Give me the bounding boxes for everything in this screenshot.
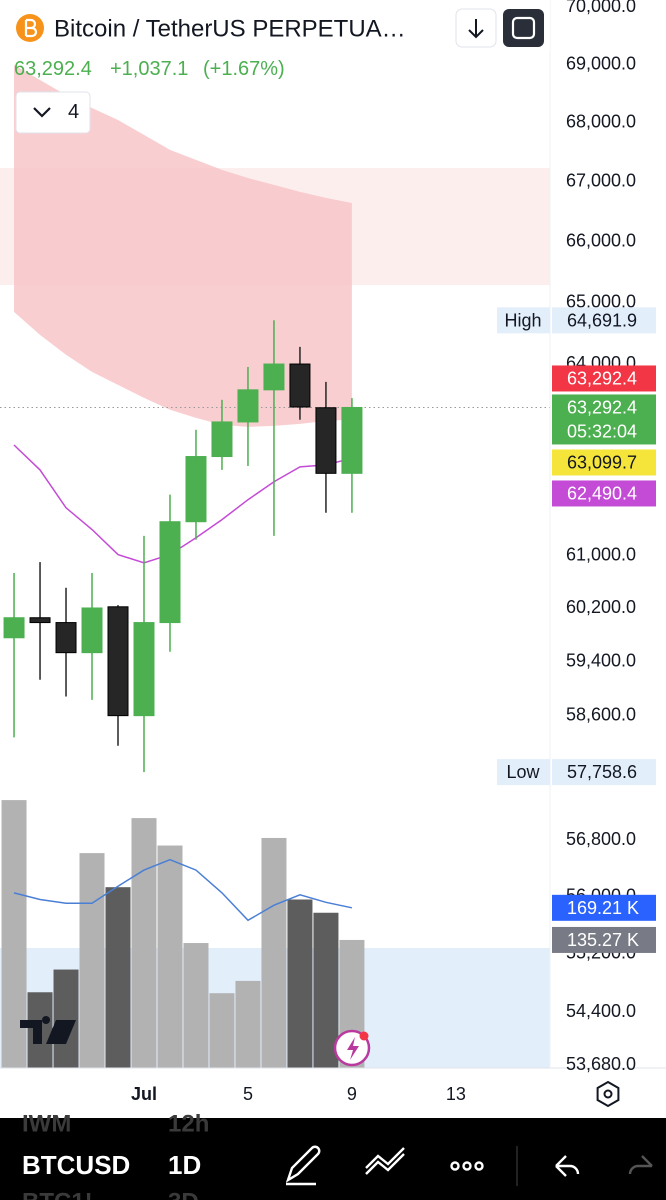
chevron-icon bbox=[33, 107, 51, 118]
y-tick-label: 58,600.0 bbox=[566, 704, 636, 724]
y-tick-label: 70,000.0 bbox=[566, 0, 636, 16]
more-icon[interactable] bbox=[450, 1161, 484, 1171]
last-price-tag-bg bbox=[552, 394, 656, 445]
ma-line bbox=[13, 444, 353, 564]
cloud-tag: 63,099.7 bbox=[567, 452, 637, 472]
indicator-count: 4 bbox=[68, 101, 79, 123]
redo-icon[interactable] bbox=[628, 1155, 653, 1175]
down-arrow-icon bbox=[468, 19, 484, 39]
watchlist-item[interactable]: BTC1! bbox=[22, 1189, 93, 1200]
cloud-tag-bg bbox=[552, 449, 656, 476]
flash-icon bbox=[347, 1037, 359, 1060]
ma-tag: 62,490.4 bbox=[567, 483, 637, 503]
bar-countdown: 05:32:04 bbox=[567, 421, 637, 441]
extreme-name-bg bbox=[497, 759, 550, 786]
notification-dot bbox=[359, 1031, 369, 1041]
extreme-value-bg bbox=[552, 307, 656, 334]
coin-glyph bbox=[24, 18, 38, 38]
y-tick-label: 66,000.0 bbox=[566, 231, 636, 251]
extreme-name-bg bbox=[497, 307, 550, 334]
fullscreen-icon bbox=[511, 16, 536, 40]
volume-bar bbox=[105, 887, 131, 1068]
y-tick-label: 59,400.0 bbox=[566, 650, 636, 670]
indicators-icon[interactable] bbox=[365, 1147, 405, 1175]
settings-icon[interactable] bbox=[596, 1080, 620, 1108]
candle-body bbox=[107, 606, 129, 717]
candle-body bbox=[29, 617, 51, 624]
bid-price-tag: 63,292.4 bbox=[567, 368, 637, 388]
volume-ma-line bbox=[13, 858, 353, 922]
candle-body bbox=[315, 407, 337, 474]
fullscreen-button[interactable] bbox=[503, 9, 544, 47]
volume-bar bbox=[287, 899, 313, 1068]
volume-bar bbox=[209, 993, 235, 1068]
volume-bar bbox=[157, 845, 183, 1068]
indicators-toggle[interactable] bbox=[15, 91, 91, 134]
volume-bar bbox=[131, 818, 157, 1068]
symbol-title[interactable]: Bitcoin / TetherUS PERPETUA… bbox=[54, 16, 406, 43]
y-tick-label: 61,000.0 bbox=[566, 545, 636, 565]
ma-tag-bg bbox=[552, 480, 656, 507]
cloud-area bbox=[14, 65, 352, 427]
candle-body bbox=[3, 617, 25, 639]
volume-bar bbox=[235, 980, 261, 1068]
price-change-pct: (+1.67%) bbox=[203, 58, 285, 80]
candle-body bbox=[185, 456, 207, 523]
last-price: 63,292.4 bbox=[14, 58, 92, 80]
price-change: +1,037.1 bbox=[110, 58, 188, 80]
volume-bar bbox=[261, 837, 287, 1068]
volume-ma-tag: 169.21 K bbox=[567, 898, 639, 918]
tv-logo-dot bbox=[42, 1016, 50, 1024]
extreme-value: 64,691.9 bbox=[567, 310, 637, 330]
candle-body bbox=[133, 622, 155, 717]
x-tick-label: 5 bbox=[243, 1084, 253, 1104]
interval-item[interactable]: 3D bbox=[168, 1189, 199, 1200]
candle-body bbox=[289, 363, 311, 408]
x-tick-label: 13 bbox=[446, 1084, 466, 1104]
bid-price-tag-bg bbox=[552, 365, 656, 392]
y-tick-label: 69,000.0 bbox=[566, 53, 636, 73]
volume-tag: 135.27 K bbox=[567, 930, 639, 950]
time-axis: Jul 5 9 13 bbox=[131, 1084, 466, 1104]
volume-bar bbox=[53, 969, 79, 1068]
candle-body bbox=[263, 363, 285, 391]
extreme-name: High bbox=[504, 310, 541, 330]
candle-body bbox=[237, 389, 259, 423]
volume-tag-bg bbox=[552, 926, 656, 953]
y-tick-label: 56,800.0 bbox=[566, 829, 636, 849]
y-tick-label: 68,000.0 bbox=[566, 112, 636, 132]
extreme-value: 57,758.6 bbox=[567, 762, 637, 782]
candle-body bbox=[159, 521, 181, 624]
interval-item[interactable]: 12h bbox=[168, 1111, 209, 1138]
watchlist-item[interactable]: IWM bbox=[22, 1111, 71, 1138]
toolbar-interval[interactable]: 1D bbox=[168, 1150, 201, 1180]
candle-body bbox=[81, 607, 103, 654]
extreme-name: Low bbox=[506, 762, 540, 782]
last-price-tag: 63,292.4 bbox=[567, 397, 637, 417]
settings-icon-center bbox=[603, 1089, 613, 1099]
volume-ma-tag-bg bbox=[552, 894, 656, 921]
candle-body bbox=[55, 622, 77, 654]
plot bbox=[0, 65, 550, 1068]
x-tick-label: Jul bbox=[131, 1084, 157, 1104]
volume-bar bbox=[183, 943, 209, 1068]
volume-bar bbox=[79, 853, 105, 1068]
toolbar bbox=[0, 1118, 666, 1200]
price-tags: High 64,691.9 Low 57,758.6 63,292.4 63,292.4 0… bbox=[497, 307, 656, 953]
candle-body bbox=[341, 406, 363, 474]
y-tick-label: 65,000.0 bbox=[566, 291, 636, 311]
y-tick-label: 60,200.0 bbox=[566, 597, 636, 617]
y-tick-label: 54,400.0 bbox=[566, 1001, 636, 1021]
tv-logo bbox=[20, 1020, 76, 1044]
y-tick-label: 67,000.0 bbox=[566, 171, 636, 191]
undo-icon[interactable] bbox=[555, 1155, 580, 1177]
toolbar-symbol[interactable]: BTCUSD bbox=[22, 1150, 130, 1180]
volume-bar bbox=[313, 912, 339, 1068]
extreme-value-bg bbox=[552, 759, 656, 786]
y-tick-label: 53,680.0 bbox=[566, 1054, 636, 1074]
draw-icon[interactable] bbox=[285, 1145, 321, 1186]
candle-body bbox=[211, 421, 233, 458]
x-tick-label: 9 bbox=[347, 1084, 357, 1104]
